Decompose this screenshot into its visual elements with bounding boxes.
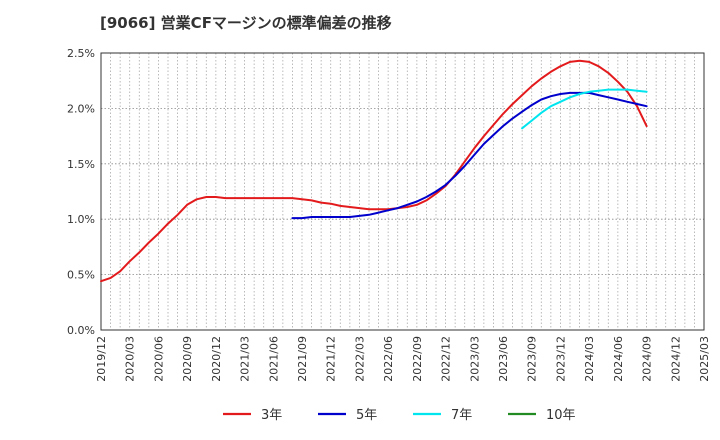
- x-tick-label: 2021/09: [296, 336, 309, 382]
- x-tick-label: 2025/03: [698, 336, 711, 382]
- x-tick-label: 2020/03: [124, 336, 137, 382]
- x-tick-label: 2022/06: [382, 336, 395, 382]
- series-line-0: [100, 59, 648, 283]
- x-tick-label: 2020/12: [210, 336, 223, 382]
- y-tick-label: 2.5%: [67, 47, 95, 60]
- x-tick-label: 2022/12: [440, 336, 453, 382]
- x-tick-label: 2020/09: [181, 336, 194, 382]
- series-layer: [100, 59, 648, 283]
- x-tick-label: 2023/06: [497, 336, 510, 382]
- x-tick-label: 2023/09: [526, 336, 539, 382]
- x-tick-label: 2023/12: [554, 336, 567, 382]
- y-tick-label: 1.0%: [67, 213, 95, 226]
- legend: 3年 5年 7年 10年: [223, 408, 576, 423]
- x-tick-label: 2021/12: [325, 336, 338, 382]
- y-tick-label: 1.5%: [67, 158, 95, 171]
- x-tick-label: 2024/12: [669, 336, 682, 382]
- plot-border: [100, 52, 705, 331]
- y-tick-label: 2.0%: [67, 102, 95, 115]
- y-tick-label: 0.0%: [67, 324, 95, 337]
- chart-title: [9066] 営業CFマージンの標準偏差の推移: [100, 14, 392, 32]
- x-tick-label: 2024/03: [583, 336, 596, 382]
- plot-background: [101, 53, 704, 330]
- legend-label-2: 7年: [451, 408, 472, 423]
- grid-layer: [101, 53, 704, 330]
- legend-label-3: 10年: [546, 408, 576, 423]
- axis-layer: 0.0% 0.5% 1.0% 1.5% 2.0% 2.5% 2019/12 2020/03 20…: [67, 47, 711, 382]
- x-tick-label: 2021/06: [267, 336, 280, 382]
- x-tick-label: 2023/03: [468, 336, 481, 382]
- series-line-2: [521, 88, 648, 130]
- x-tick-label: 2019/12: [95, 336, 108, 382]
- x-tick-label: 2024/06: [612, 336, 625, 382]
- x-tick-label: 2021/03: [239, 336, 252, 382]
- y-tick-label: 0.5%: [67, 269, 95, 282]
- x-tick-label: 2022/09: [411, 336, 424, 382]
- legend-label-0: 3年: [261, 408, 282, 423]
- x-tick-label: 2024/09: [641, 336, 654, 382]
- x-tick-label: 2020/06: [152, 336, 165, 382]
- x-tick-label: 2022/03: [353, 336, 366, 382]
- legend-label-1: 5年: [356, 408, 377, 423]
